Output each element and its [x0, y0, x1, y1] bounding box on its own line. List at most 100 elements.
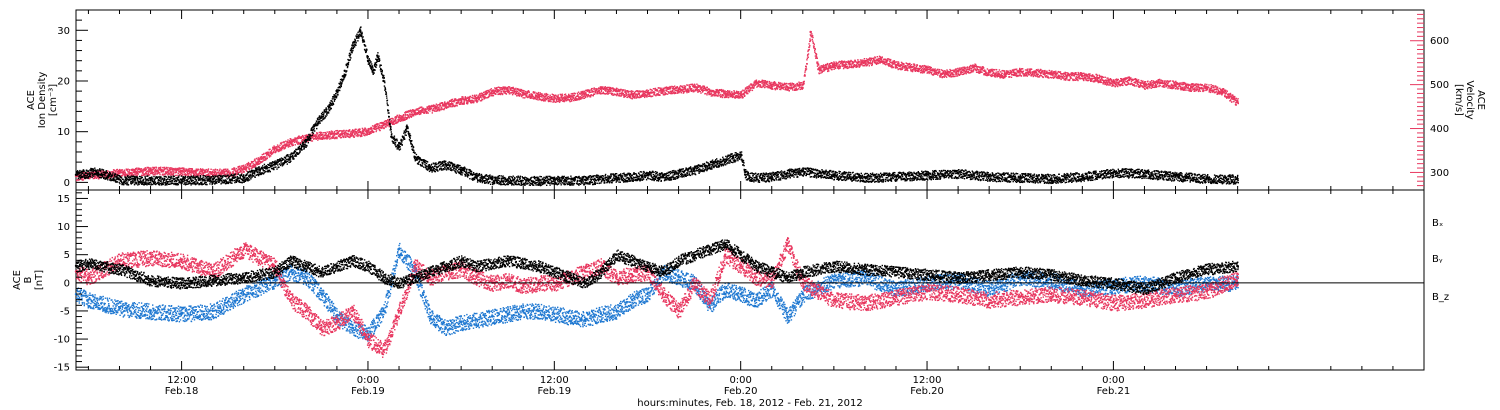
velocity-dot [551, 96, 552, 97]
velocity-dot [134, 172, 135, 173]
velocity-dot [215, 169, 216, 170]
velocity-dot [154, 168, 155, 169]
velocity-dot [279, 147, 280, 148]
velocity-dot [395, 120, 396, 121]
velocity-dot [341, 137, 342, 138]
velocity-dot [192, 169, 193, 170]
velocity-dot [281, 143, 282, 144]
velocity-dot [312, 140, 313, 141]
velocity-dot [483, 94, 484, 95]
velocity-dot [184, 172, 185, 173]
velocity-dot [223, 170, 224, 171]
velocity-dot [208, 173, 209, 174]
velocity-dot [277, 144, 278, 145]
velocity-dot [480, 96, 481, 97]
velocity-dot [245, 164, 246, 165]
velocity-dot [503, 91, 504, 92]
velocity-dot [509, 93, 510, 94]
velocity-dot [495, 91, 496, 92]
velocity-dot [515, 88, 516, 89]
velocity-dot [332, 135, 333, 136]
velocity-dot [176, 172, 177, 173]
velocity-dot [362, 128, 363, 129]
velocity-dot [469, 97, 470, 98]
velocity-dot [148, 172, 149, 173]
velocity-dot [268, 154, 269, 155]
velocity-dot [132, 173, 133, 174]
velocity-dot [373, 131, 374, 132]
velocity-dot [253, 161, 254, 162]
velocity-dot [253, 163, 254, 164]
velocity-dot [476, 95, 477, 96]
velocity-dot [464, 102, 465, 103]
velocity-dot [267, 158, 268, 159]
velocity-dot [550, 101, 551, 102]
velocity-dot [244, 171, 245, 172]
velocity-dot [535, 98, 536, 99]
velocity-dot [152, 172, 153, 173]
velocity-dot [249, 169, 250, 170]
velocity-dot [292, 143, 293, 144]
velocity-dot [360, 131, 361, 132]
velocity-dot [254, 160, 255, 161]
velocity-dot [384, 127, 385, 128]
velocity-dot [171, 172, 172, 173]
velocity-dot [189, 173, 190, 174]
velocity-dot [230, 172, 231, 173]
velocity-dot [512, 90, 513, 91]
velocity-dot [149, 174, 150, 175]
velocity-dot [489, 91, 490, 92]
velocity-dot [281, 142, 282, 143]
ace-chart: 0102030300400500600-15-10-505101512:00Fe… [0, 0, 1500, 410]
velocity-dot [154, 167, 155, 168]
velocity-dot [518, 92, 519, 93]
velocity-dot [303, 136, 304, 137]
velocity-dot [343, 137, 344, 138]
velocity-dot [466, 100, 467, 101]
velocity-dot [470, 96, 471, 97]
velocity-dot [353, 135, 354, 136]
velocity-dot [261, 156, 262, 157]
velocity-dot [479, 99, 480, 100]
velocity-dot [458, 102, 459, 103]
velocity-dot [443, 104, 444, 105]
velocity-dot [214, 173, 215, 174]
velocity-dot [287, 139, 288, 140]
velocity-dot [326, 133, 327, 134]
velocity-dot [460, 104, 461, 105]
velocity-dot [146, 168, 147, 169]
velocity-dot [124, 170, 125, 171]
velocity-dot [247, 167, 248, 168]
velocity-dot [467, 101, 468, 102]
velocity-dot [329, 131, 330, 132]
velocity-dot [444, 108, 445, 109]
velocity-dot [358, 134, 359, 135]
velocity-dot [127, 171, 128, 172]
velocity-dot [370, 133, 371, 134]
velocity-dot [136, 167, 137, 168]
velocity-dot [432, 112, 433, 113]
velocity-dot [493, 95, 494, 96]
velocity-dot [541, 93, 542, 94]
velocity-dot [169, 167, 170, 168]
velocity-dot [491, 88, 492, 89]
velocity-dot [473, 101, 474, 102]
velocity-dot [554, 99, 555, 100]
velocity-dot [200, 173, 201, 174]
velocity-dot [264, 156, 265, 157]
velocity-dot [210, 169, 211, 170]
velocity-dot [392, 118, 393, 119]
velocity-dot [440, 105, 441, 106]
velocity-dot [525, 91, 526, 92]
velocity-dot [438, 107, 439, 108]
velocity-dot [479, 95, 480, 96]
velocity-dot [321, 132, 322, 133]
velocity-dot [538, 92, 539, 93]
velocity-dot [363, 131, 364, 132]
velocity-dot [549, 99, 550, 100]
velocity-dot [410, 114, 411, 115]
velocity-dot [122, 169, 123, 170]
velocity-dot [376, 128, 377, 129]
velocity-dot [266, 156, 267, 157]
velocity-dot [343, 130, 344, 131]
